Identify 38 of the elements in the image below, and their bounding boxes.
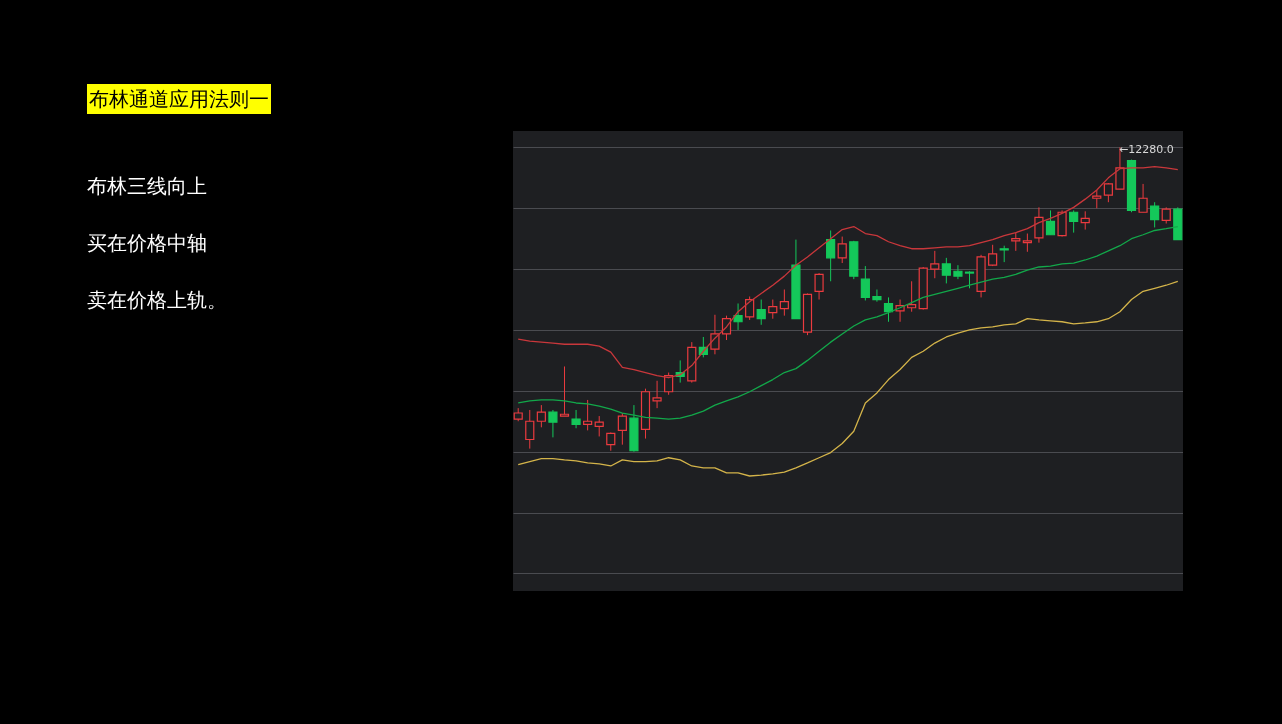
- candlestick: [930, 250, 940, 279]
- text: 买在价格中轴: [87, 230, 207, 257]
- candlestick: [1080, 210, 1090, 231]
- candlestick: [606, 431, 616, 452]
- candlestick: [953, 264, 963, 280]
- candlestick: [872, 289, 882, 303]
- candlestick: [768, 299, 778, 320]
- candlestick: [779, 289, 789, 317]
- candlestick: [1011, 232, 1021, 252]
- candlestick: [548, 409, 558, 438]
- text: 布林三线向上: [87, 173, 207, 200]
- candlestick: [756, 299, 766, 326]
- candlestick: [814, 272, 824, 301]
- text: 卖在价格上轨。: [87, 287, 227, 314]
- candlestick: [860, 265, 870, 301]
- candlestick: [941, 257, 951, 284]
- candlestick: [594, 415, 604, 437]
- candlestick: [583, 399, 593, 431]
- candlestick: [1034, 206, 1044, 244]
- candlestick: [559, 365, 570, 417]
- candlestick: [1150, 201, 1160, 228]
- candlestick: [571, 409, 581, 429]
- candlestick: [1103, 182, 1113, 203]
- candlestick: [1045, 209, 1056, 236]
- candlestick: [652, 380, 662, 409]
- candlestick: [1022, 233, 1032, 253]
- candlestick: [826, 229, 836, 282]
- candlestick: [536, 404, 546, 428]
- candlestick: [1092, 189, 1102, 209]
- candlestick: [1138, 183, 1148, 213]
- annotation: ←12280.0: [1118, 143, 1174, 157]
- text: 布林通道应用法则一: [87, 84, 271, 114]
- candlestick: [733, 303, 743, 331]
- candlestick: [617, 412, 627, 446]
- candlestick: [837, 236, 847, 264]
- candlestick: [1057, 209, 1067, 238]
- candlestick: [525, 409, 535, 450]
- candlestick: [1069, 209, 1079, 234]
